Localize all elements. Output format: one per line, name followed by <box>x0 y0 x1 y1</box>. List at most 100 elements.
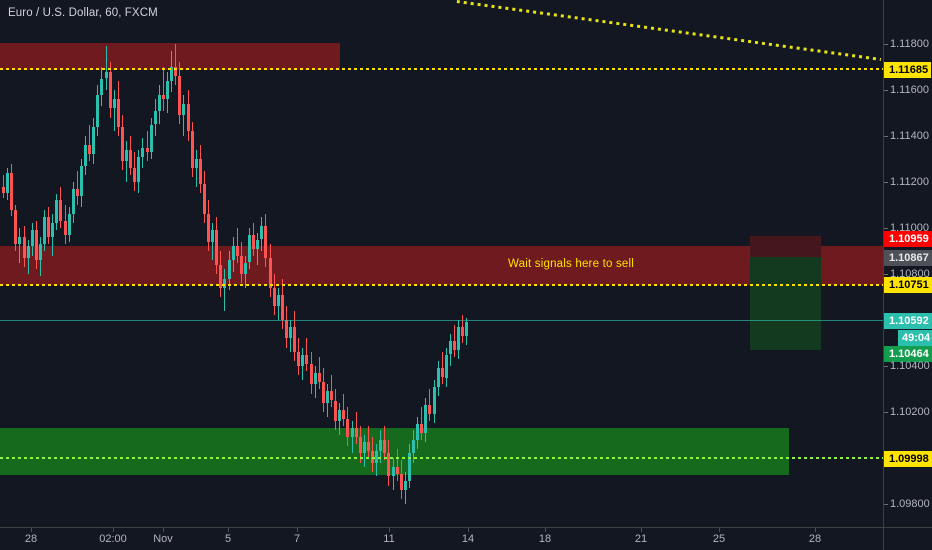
time-axis-tick <box>297 528 298 532</box>
price-axis-label[interactable]: 1.10464 <box>884 346 932 362</box>
price-axis-label[interactable]: 1.10867 <box>884 250 932 266</box>
candle-body <box>403 481 407 491</box>
price-axis-label[interactable]: 1.11685 <box>884 62 932 78</box>
candle-body <box>395 467 399 475</box>
candle-body <box>2 186 5 194</box>
candle-wick <box>396 448 398 481</box>
price-axis-tick <box>884 90 888 91</box>
candle-body <box>190 131 194 169</box>
candle-body <box>362 441 366 454</box>
candlestick-series <box>2 44 469 504</box>
time-axis-label: 28 <box>24 533 38 545</box>
candle-body <box>26 246 30 258</box>
candle-body <box>284 320 288 339</box>
candle-body <box>166 80 169 100</box>
candle-body <box>55 200 59 224</box>
candle-body <box>178 76 182 116</box>
time-axis-label: 25 <box>712 533 726 545</box>
price-axis-tick <box>884 366 888 367</box>
candle-body <box>219 264 223 288</box>
candle-body <box>321 382 325 403</box>
price-axis-tick <box>884 412 888 413</box>
candle-body <box>137 156 141 182</box>
chart-plot-area[interactable]: Wait signals here to sell Euro / U.S. Do… <box>0 0 883 527</box>
price-axis-label[interactable]: 1.10592 <box>884 313 932 329</box>
candle-wick <box>19 228 21 263</box>
candle-body <box>71 188 75 215</box>
candle-body <box>79 165 83 196</box>
support-zone[interactable] <box>0 428 789 475</box>
candle-body <box>350 428 354 438</box>
candle-body <box>223 278 227 288</box>
price-axis-label: 1.09800 <box>890 498 930 510</box>
candle-body <box>133 168 137 182</box>
candle-body <box>18 237 22 245</box>
time-axis-tick <box>468 528 469 532</box>
candle-body <box>125 149 128 162</box>
time-axis-tick <box>545 528 546 532</box>
time-axis-tick <box>31 528 32 532</box>
candle-body <box>51 223 55 238</box>
candle-body <box>453 340 456 350</box>
candle-body <box>59 200 63 222</box>
price-axis[interactable]: 1.11800 1.11685 1.11600 1.11400 1.11200 1.110… <box>883 0 932 527</box>
candle-body <box>231 246 235 261</box>
candle-body <box>112 99 116 109</box>
candle-body <box>297 352 301 366</box>
candle-body <box>436 368 440 387</box>
candle-body <box>461 326 465 337</box>
candle-body <box>280 294 284 320</box>
price-axis-label[interactable]: 1.10959 <box>884 231 932 247</box>
candle-body <box>371 451 374 463</box>
candle-body <box>264 225 268 258</box>
candle-body <box>366 441 370 452</box>
candle-body <box>465 322 469 337</box>
price-level-line-resistance-high[interactable] <box>0 68 883 70</box>
time-axis-tick <box>719 528 720 532</box>
price-axis-label[interactable]: 1.09998 <box>884 451 932 467</box>
time-axis-label: 14 <box>461 533 475 545</box>
candle-body <box>116 99 120 127</box>
candle-body <box>30 230 34 247</box>
candle-body <box>330 391 333 401</box>
resistance-zone-middle[interactable] <box>0 246 883 285</box>
candle-countdown-timer: 49:04 <box>898 330 932 346</box>
reward-box[interactable] <box>750 257 821 350</box>
axis-corner <box>883 527 932 550</box>
candle-body <box>379 439 383 452</box>
candle-body <box>325 391 329 403</box>
candle-body <box>289 326 292 339</box>
candle-body <box>92 126 96 155</box>
candle-body <box>34 230 38 261</box>
time-axis-label: Nov <box>153 533 173 545</box>
candle-body <box>383 439 387 454</box>
candle-body <box>194 159 198 169</box>
candle-wick <box>113 90 115 132</box>
price-axis-label[interactable]: 1.10751 <box>884 277 932 293</box>
price-axis-label: 1.10200 <box>890 406 930 418</box>
risk-box[interactable] <box>750 236 821 257</box>
candle-body <box>305 354 309 364</box>
time-axis-tick <box>641 528 642 532</box>
candle-body <box>129 149 133 169</box>
candle-wick <box>146 131 148 162</box>
time-axis-label: 28 <box>808 533 822 545</box>
time-axis[interactable]: 28 02:00 Nov 5 7 11 14 18 21 25 28 <box>0 527 932 550</box>
price-axis-tick <box>884 182 888 183</box>
price-level-line-entry[interactable] <box>0 284 883 286</box>
candle-wick <box>331 375 332 408</box>
candle-body <box>416 423 420 440</box>
candle-body <box>75 188 79 196</box>
candle-body <box>317 372 321 383</box>
candle-body <box>399 474 403 491</box>
candle-body <box>22 237 26 258</box>
resistance-zone-upper[interactable] <box>0 43 340 70</box>
candle-body <box>432 386 436 415</box>
candle-body <box>235 246 239 256</box>
candle-body <box>309 363 313 385</box>
price-level-line-support[interactable] <box>0 457 883 459</box>
candle-body <box>276 294 280 307</box>
candle-body <box>157 94 161 111</box>
candle-body <box>174 67 178 77</box>
